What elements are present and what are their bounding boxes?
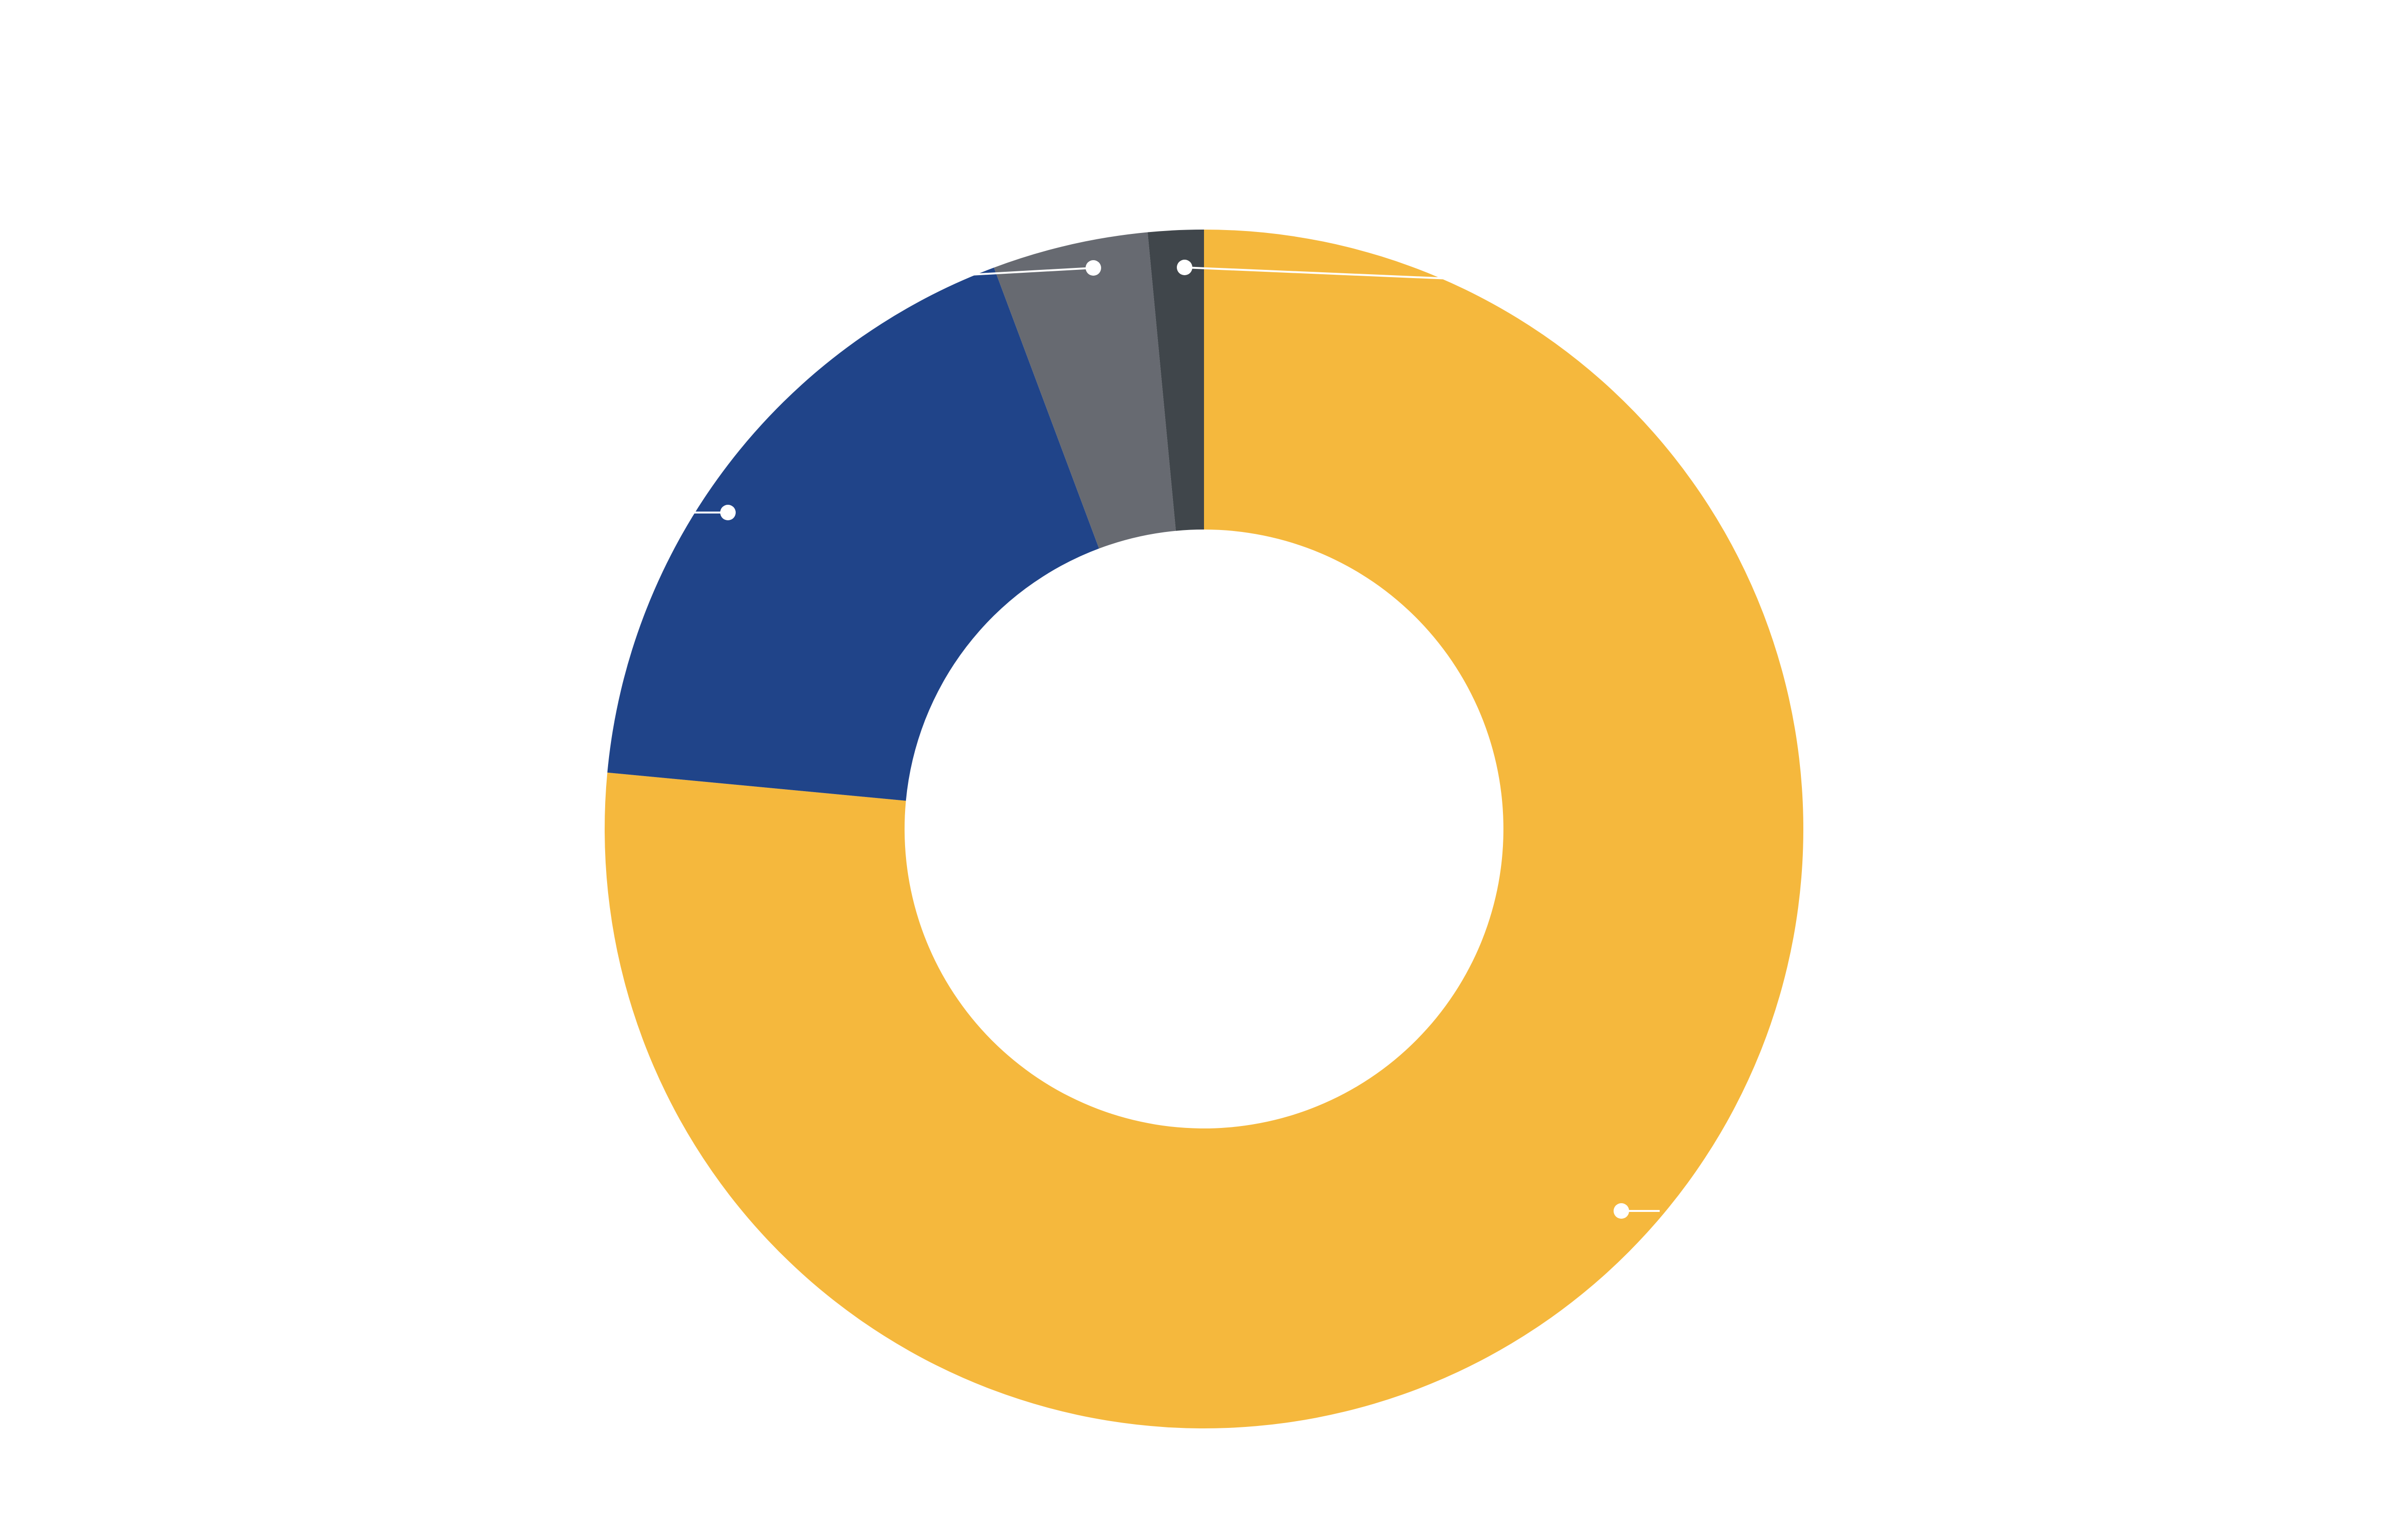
leader-lines-layer	[692, 260, 1660, 1219]
leader-dot-2	[1086, 260, 1101, 276]
leader-dot-1	[720, 505, 736, 520]
leader-dot-3	[1177, 260, 1192, 275]
slices-layer	[605, 230, 1803, 1428]
donut-slice-3	[1147, 230, 1204, 531]
leader-line-3	[1184, 266, 1449, 280]
donut-slice-2	[994, 232, 1176, 549]
leader-dot-0	[1614, 1203, 1629, 1219]
donut-slice-0	[605, 230, 1803, 1428]
leader-line-2	[970, 267, 1094, 276]
donut-slice-1	[607, 267, 1099, 801]
